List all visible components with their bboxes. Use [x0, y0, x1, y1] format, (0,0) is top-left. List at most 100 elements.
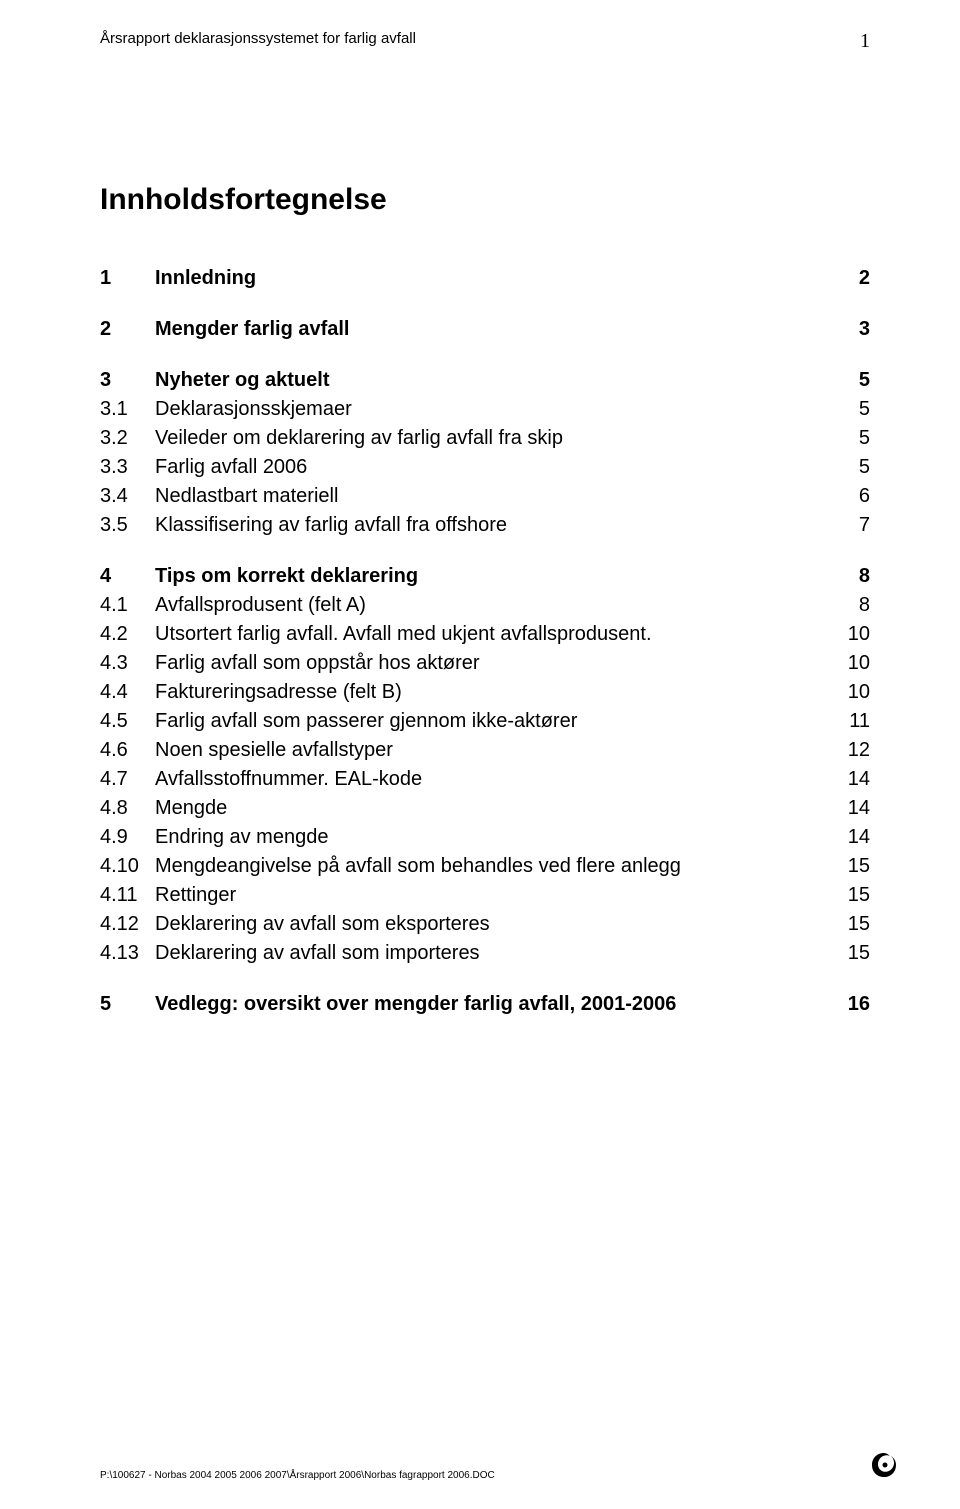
toc-row: 4.8Mengde14	[100, 797, 870, 820]
toc-row: 4.4Faktureringsadresse (felt B)10	[100, 681, 870, 704]
toc-num: 3.4	[100, 485, 155, 508]
toc-row: 4.9Endring av mengde14	[100, 826, 870, 849]
toc-num: 4.11	[100, 884, 155, 907]
toc-page: 11	[840, 710, 870, 733]
toc-num: 4.6	[100, 739, 155, 762]
toc-page: 6	[840, 485, 870, 508]
toc-page: 15	[840, 942, 870, 965]
toc-num: 4.1	[100, 594, 155, 617]
toc: 1Innledning22Mengder farlig avfall33Nyhe…	[100, 267, 870, 1016]
toc-page: 15	[840, 884, 870, 907]
toc-row: 4.13Deklarering av avfall som importeres…	[100, 942, 870, 965]
footer-path: P:\100627 - Norbas 2004 2005 2006 2007\Å…	[100, 1470, 495, 1481]
toc-num: 4.4	[100, 681, 155, 704]
toc-label: Nyheter og aktuelt	[155, 369, 840, 392]
toc-label: Deklarering av avfall som importeres	[155, 942, 840, 965]
toc-num: 4.7	[100, 768, 155, 791]
toc-page: 10	[840, 681, 870, 704]
toc-page: 14	[840, 797, 870, 820]
toc-page: 7	[840, 514, 870, 537]
toc-row: 3.3Farlig avfall 20065	[100, 456, 870, 479]
toc-label: Avfallsstoffnummer. EAL-kode	[155, 768, 840, 791]
toc-page: 5	[840, 427, 870, 450]
toc-label: Avfallsprodusent (felt A)	[155, 594, 840, 617]
toc-label: Tips om korrekt deklarering	[155, 565, 840, 588]
toc-num: 3.5	[100, 514, 155, 537]
toc-label: Veileder om deklarering av farlig avfall…	[155, 427, 840, 450]
toc-label: Deklarasjonsskjemaer	[155, 398, 840, 421]
toc-row: 3.5Klassifisering av farlig avfall fra o…	[100, 514, 870, 537]
toc-page: 2	[840, 267, 870, 290]
toc-num: 3.1	[100, 398, 155, 421]
toc-num: 4.5	[100, 710, 155, 733]
toc-row: 4.11Rettinger15	[100, 884, 870, 907]
toc-label: Klassifisering av farlig avfall fra offs…	[155, 514, 840, 537]
toc-row: 1Innledning2	[100, 267, 870, 290]
toc-title: Innholdsfortegnelse	[100, 183, 870, 217]
toc-label: Nedlastbart materiell	[155, 485, 840, 508]
toc-row: 3.2Veileder om deklarering av farlig avf…	[100, 427, 870, 450]
toc-num: 2	[100, 318, 155, 341]
toc-row: 2Mengder farlig avfall3	[100, 318, 870, 341]
toc-label: Mengder farlig avfall	[155, 318, 840, 341]
toc-row: 4.7Avfallsstoffnummer. EAL-kode14	[100, 768, 870, 791]
toc-row: 3Nyheter og aktuelt5	[100, 369, 870, 392]
toc-row: 4.6Noen spesielle avfallstyper12	[100, 739, 870, 762]
toc-label: Noen spesielle avfallstyper	[155, 739, 840, 762]
toc-page: 15	[840, 855, 870, 878]
toc-label: Deklarering av avfall som eksporteres	[155, 913, 840, 936]
toc-num: 3	[100, 369, 155, 392]
toc-num: 3.2	[100, 427, 155, 450]
toc-row: 4.3Farlig avfall som oppstår hos aktører…	[100, 652, 870, 675]
toc-num: 4.13	[100, 942, 155, 965]
toc-label: Innledning	[155, 267, 840, 290]
toc-page: 5	[840, 398, 870, 421]
toc-num: 4.8	[100, 797, 155, 820]
page-footer: P:\100627 - Norbas 2004 2005 2006 2007\Å…	[100, 1449, 900, 1481]
toc-num: 4.3	[100, 652, 155, 675]
toc-label: Utsortert farlig avfall. Avfall med ukje…	[155, 623, 840, 646]
toc-label: Vedlegg: oversikt over mengder farlig av…	[155, 993, 840, 1016]
toc-label: Farlig avfall som oppstår hos aktører	[155, 652, 840, 675]
toc-label: Mengde	[155, 797, 840, 820]
toc-num: 3.3	[100, 456, 155, 479]
toc-row: 4.10Mengdeangivelse på avfall som behand…	[100, 855, 870, 878]
page-number: 1	[860, 30, 870, 53]
toc-row: 4.12Deklarering av avfall som eksportere…	[100, 913, 870, 936]
toc-page: 14	[840, 768, 870, 791]
toc-page: 12	[840, 739, 870, 762]
toc-num: 4.2	[100, 623, 155, 646]
toc-page: 14	[840, 826, 870, 849]
logo-icon	[868, 1449, 900, 1481]
toc-row: 3.4Nedlastbart materiell6	[100, 485, 870, 508]
toc-num: 4.10	[100, 855, 155, 878]
toc-page: 5	[840, 369, 870, 392]
toc-page: 10	[840, 623, 870, 646]
toc-page: 8	[840, 565, 870, 588]
toc-row: 4.5Farlig avfall som passerer gjennom ik…	[100, 710, 870, 733]
toc-page: 10	[840, 652, 870, 675]
toc-page: 16	[840, 993, 870, 1016]
toc-page: 5	[840, 456, 870, 479]
toc-label: Farlig avfall 2006	[155, 456, 840, 479]
toc-num: 5	[100, 993, 155, 1016]
toc-page: 8	[840, 594, 870, 617]
toc-label: Endring av mengde	[155, 826, 840, 849]
toc-row: 4.1Avfallsprodusent (felt A)8	[100, 594, 870, 617]
toc-num: 1	[100, 267, 155, 290]
toc-num: 4.12	[100, 913, 155, 936]
toc-page: 3	[840, 318, 870, 341]
toc-num: 4	[100, 565, 155, 588]
page-header: Årsrapport deklarasjonssystemet for farl…	[100, 30, 870, 53]
toc-label: Faktureringsadresse (felt B)	[155, 681, 840, 704]
toc-row: 3.1Deklarasjonsskjemaer5	[100, 398, 870, 421]
toc-num: 4.9	[100, 826, 155, 849]
toc-page: 15	[840, 913, 870, 936]
toc-label: Farlig avfall som passerer gjennom ikke-…	[155, 710, 840, 733]
toc-label: Mengdeangivelse på avfall som behandles …	[155, 855, 840, 878]
toc-label: Rettinger	[155, 884, 840, 907]
toc-row: 4.2Utsortert farlig avfall. Avfall med u…	[100, 623, 870, 646]
toc-row: 5Vedlegg: oversikt over mengder farlig a…	[100, 993, 870, 1016]
header-left: Årsrapport deklarasjonssystemet for farl…	[100, 30, 416, 53]
toc-row: 4Tips om korrekt deklarering8	[100, 565, 870, 588]
